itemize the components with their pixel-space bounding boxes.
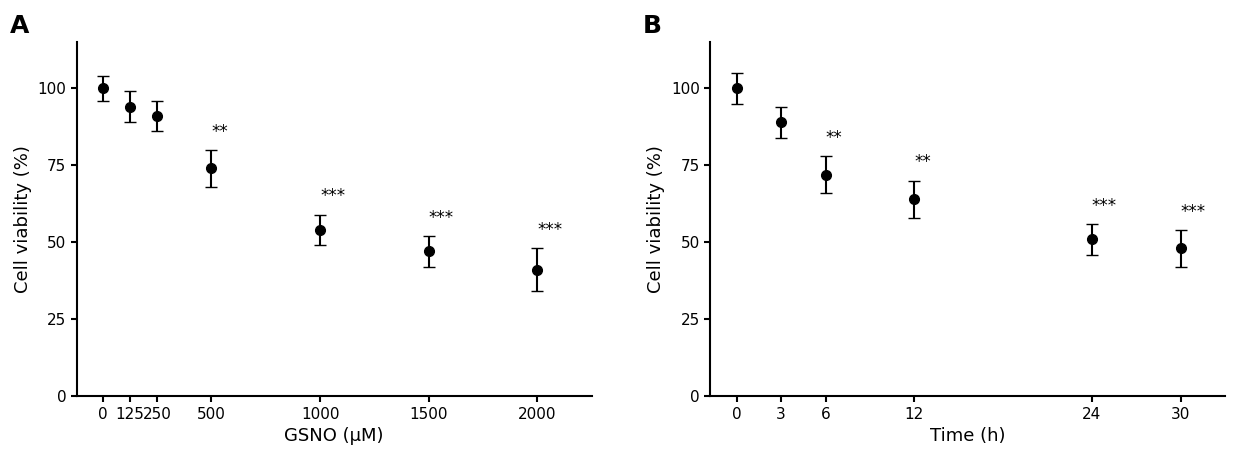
Text: ***: ***: [538, 221, 563, 239]
Text: ***: ***: [429, 209, 453, 227]
Y-axis label: Cell viability (%): Cell viability (%): [647, 145, 665, 293]
Text: B: B: [643, 14, 662, 38]
Text: ***: ***: [320, 187, 346, 205]
Text: ***: ***: [1092, 196, 1118, 214]
X-axis label: Time (h): Time (h): [929, 427, 1005, 445]
Text: **: **: [825, 129, 843, 147]
Y-axis label: Cell viability (%): Cell viability (%): [14, 145, 32, 293]
Text: **: **: [914, 153, 930, 172]
Text: A: A: [10, 14, 30, 38]
Text: **: **: [212, 123, 228, 140]
Text: ***: ***: [1181, 203, 1206, 221]
X-axis label: GSNO (μM): GSNO (μM): [285, 427, 384, 445]
